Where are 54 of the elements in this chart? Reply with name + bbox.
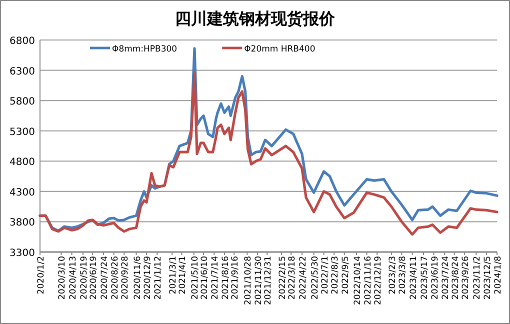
x-tick-label: 2024/1/8 xyxy=(494,256,504,294)
x-tick-label: 2022/7/1 xyxy=(320,256,330,294)
y-tick-label: 3800 xyxy=(10,218,35,229)
x-tick-label: 2020/6/19 xyxy=(89,256,100,300)
y-tick-label: 4800 xyxy=(10,157,35,168)
x-tick-label: 2020/5/19 xyxy=(79,256,90,300)
x-tick-label: 2022/8/3 xyxy=(330,256,341,294)
x-tick-label: 2023/2/3 xyxy=(388,256,398,294)
y-tick-label: 4300 xyxy=(10,187,35,198)
x-tick-label: 2022/2/15 xyxy=(278,256,288,300)
x-tick-label: 2021/9/16 xyxy=(230,256,241,300)
x-tick-label: 2021/4/1 xyxy=(178,256,188,294)
x-tick-label: 2023/4/11 xyxy=(408,256,419,300)
x-tick-label: 2023/9/26 xyxy=(461,256,472,300)
x-tick-label: 2023/6/19 xyxy=(430,256,440,300)
x-tick-label: 2022/4/22 xyxy=(298,256,308,300)
y-tick-label: 6800 xyxy=(10,36,35,47)
x-tick-label: 2023/11/2 xyxy=(472,256,483,300)
legend-label: Φ20mm HRB400 xyxy=(244,44,316,54)
x-tick-label: 2022/3/18 xyxy=(288,256,298,300)
x-tick-label: 2023/12/5 xyxy=(482,256,493,300)
y-tick-label: 3300 xyxy=(10,248,35,259)
x-tick-label: 2021/1/12 xyxy=(154,256,164,300)
x-tick-label: 2020/12/9 xyxy=(143,256,154,300)
x-tick-label: 2023/3/8 xyxy=(398,256,408,294)
x-tick-label: 2020/1/2 xyxy=(36,256,46,294)
y-tick-label: 5300 xyxy=(10,126,35,138)
x-tick-label: 2020/7/24 xyxy=(100,256,110,300)
x-tick-label: 2022/10/14 xyxy=(353,256,364,305)
x-tick-label: 2020/4/13 xyxy=(68,256,78,300)
x-tick-label: 2022/5/30 xyxy=(310,256,320,300)
x-tick-label: 2022/12/19 xyxy=(374,256,384,305)
x-tick-label: 2022/11/16 xyxy=(363,256,374,305)
x-tick-label: 2020/8/26 xyxy=(110,256,120,300)
x-tick-label: 2022/9/5 xyxy=(340,256,351,294)
line-series xyxy=(38,72,498,236)
x-tick-label: 2023/5/17 xyxy=(420,256,430,300)
x-tick-label: 2021/12/31 xyxy=(264,256,274,305)
x-tick-label: 2021/7/14 xyxy=(210,256,221,300)
chart-title: 四川建筑钢材现货报价 xyxy=(175,9,336,28)
y-tick-label: 5800 xyxy=(10,96,35,108)
x-tick-label: 2023/8/24 xyxy=(450,256,461,300)
x-tick-label: 2021/11/30 xyxy=(254,256,264,305)
x-tick-label: 2021/8/16 xyxy=(220,256,231,300)
x-tick-label: 2021/10/28 xyxy=(244,256,254,305)
x-tick-label: 2021/3/1 xyxy=(168,256,179,294)
y-tick-label: 6300 xyxy=(10,66,35,78)
x-tick-label: 2020/11/6 xyxy=(132,256,143,300)
x-tick-label: 2020/9/28 xyxy=(120,256,131,300)
x-tick-label: 2021/6/10 xyxy=(200,256,210,300)
legend-label: Φ8mm:HPB300 xyxy=(112,44,178,54)
x-tick-label: 2020/3/10 xyxy=(58,256,68,300)
x-tick-label: 2023/7/24 xyxy=(441,256,452,300)
x-tick-label: 2021/5/10 xyxy=(190,256,200,300)
